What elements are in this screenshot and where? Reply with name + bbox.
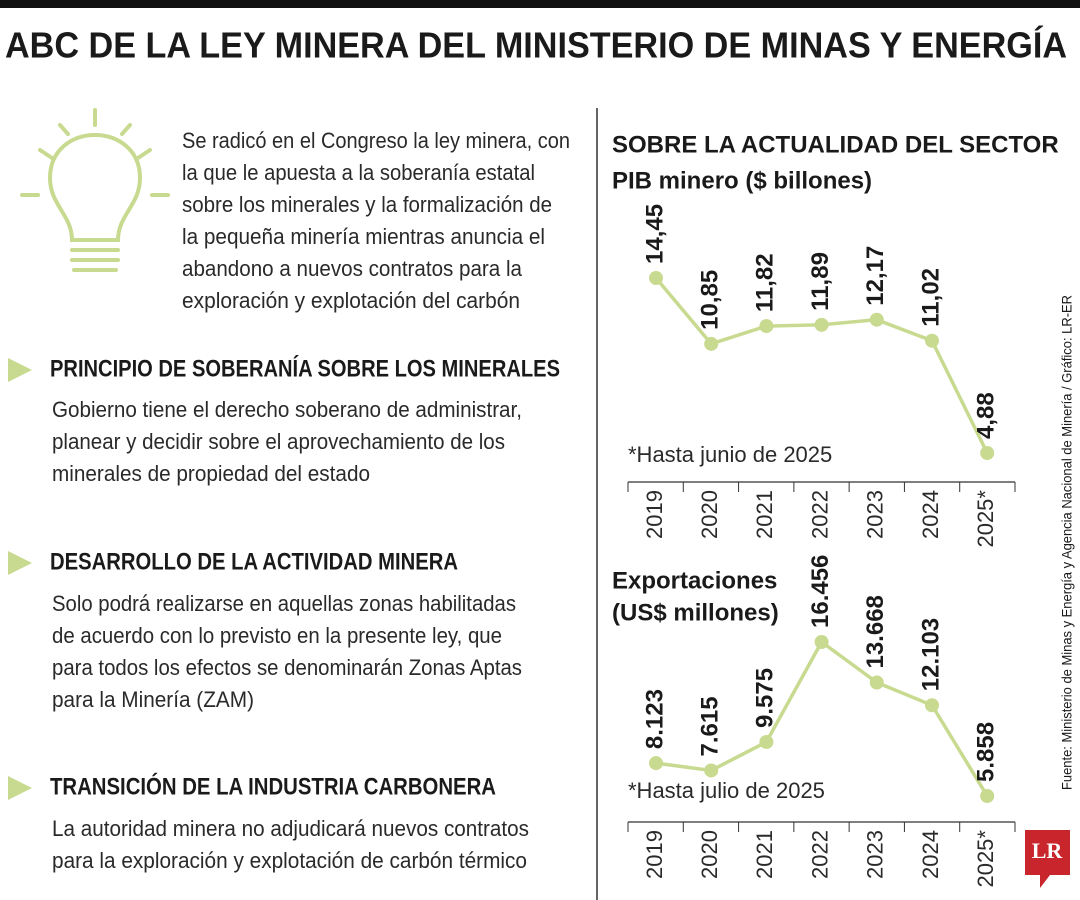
- chart-note: *Hasta julio de 2025: [628, 778, 825, 803]
- x-tick-label: 2025*: [973, 830, 998, 888]
- bullet: [8, 776, 32, 800]
- x-tick-label: 2021: [752, 830, 777, 879]
- logo: LR: [1032, 838, 1064, 863]
- value-label: 12,17: [862, 246, 889, 306]
- data-point: [980, 789, 995, 803]
- value-label: 11,02: [917, 268, 944, 327]
- chart-note: *Hasta junio de 2025: [628, 442, 832, 467]
- intro-text: sobre los minerales y la formalización d…: [182, 192, 552, 217]
- x-tick-label: 2020: [697, 490, 722, 539]
- data-point: [814, 317, 829, 332]
- data-point: [759, 734, 774, 749]
- section-heading: DESARROLLO DE LA ACTIVIDAD MINERA: [50, 548, 458, 575]
- data-point: [649, 271, 663, 285]
- data-point: [704, 763, 719, 778]
- x-tick-label: 2022: [807, 830, 832, 879]
- x-tick-label: 2019: [642, 490, 667, 539]
- intro-text: Se radicó en el Congreso la ley minera, …: [182, 128, 570, 153]
- logo-box: [1025, 830, 1070, 875]
- section-text: para todos los efectos se denominarán Zo…: [52, 655, 522, 680]
- bulb-icon: [20, 108, 170, 272]
- x-tick-label: 2023: [863, 490, 888, 539]
- top-bar: [0, 0, 1080, 8]
- section-heading: TRANSICIÓN DE LA INDUSTRIA CARBONERA: [50, 772, 496, 800]
- bullet: [8, 358, 32, 382]
- value-label: 11,89: [807, 252, 834, 311]
- chart-subtitle: (US$ millones): [612, 599, 779, 626]
- section-text: para la exploración y explotación de car…: [52, 848, 527, 873]
- intro-text: la que le apuesta a la soberanía estatal: [182, 160, 535, 185]
- data-point: [869, 675, 884, 690]
- value-label: 8.123: [641, 689, 668, 749]
- data-point: [704, 336, 719, 351]
- section-text: Solo podrá realizarse en aquellas zonas …: [52, 591, 516, 616]
- section-text: Gobierno tiene el derecho soberano de ad…: [52, 397, 522, 422]
- data-point: [869, 312, 884, 327]
- value-label: 13.668: [862, 595, 889, 668]
- x-tick-label: 2022: [807, 490, 832, 539]
- page-title: ABC DE LA LEY MINERA DEL MINISTERIO DE M…: [5, 25, 1067, 66]
- value-label: 16.456: [807, 555, 834, 628]
- x-tick-label: 2024: [918, 490, 943, 539]
- data-point: [980, 446, 995, 460]
- bullet: [8, 551, 32, 575]
- value-label: 11,82: [752, 253, 779, 312]
- x-tick-label: 2024: [918, 830, 943, 879]
- x-tick-label: 2019: [642, 830, 667, 879]
- source-note: Fuente: Ministerio de Minas y Energía y …: [1059, 295, 1075, 790]
- data-point: [925, 333, 939, 348]
- x-tick-label: 2021: [752, 490, 777, 539]
- section-text: de acuerdo con lo previsto en la present…: [52, 623, 502, 648]
- intro-text: la pequeña minería mientras anuncia el: [182, 224, 545, 249]
- logo-tail: [1040, 875, 1050, 888]
- chart-title: Exportaciones: [612, 567, 777, 594]
- section-heading: PRINCIPIO DE SOBERANÍA SOBRE LOS MINERAL…: [50, 354, 560, 382]
- intro-text: exploración y explotación del carbón: [182, 288, 520, 313]
- value-label: 5.858: [973, 722, 1000, 782]
- value-label: 4,88: [973, 392, 1000, 439]
- value-label: 10,85: [697, 270, 724, 330]
- x-tick-label: 2025*: [973, 490, 998, 548]
- data-point: [925, 698, 939, 713]
- section-text: para la Minería (ZAM): [52, 687, 254, 712]
- x-tick-label: 2020: [697, 830, 722, 879]
- x-tick-label: 2023: [863, 830, 888, 879]
- value-label: 7.615: [697, 696, 724, 756]
- data-point: [814, 635, 829, 649]
- value-label: 14,45: [641, 204, 668, 264]
- chart-title: SOBRE LA ACTUALIDAD DEL SECTOR: [612, 131, 1059, 158]
- section-text: La autoridad minera no adjudicará nuevos…: [52, 816, 529, 841]
- chart-subtitle: PIB minero ($ billones): [612, 167, 872, 194]
- section-text: minerales de propiedad del estado: [52, 461, 370, 486]
- intro-text: abandono a nuevos contratos para la: [182, 256, 523, 281]
- section-text: planear y decidir sobre el aprovechamien…: [52, 429, 505, 454]
- value-label: 9.575: [752, 668, 779, 728]
- value-label: 12.103: [917, 618, 944, 691]
- data-point: [649, 756, 663, 771]
- data-point: [759, 319, 774, 334]
